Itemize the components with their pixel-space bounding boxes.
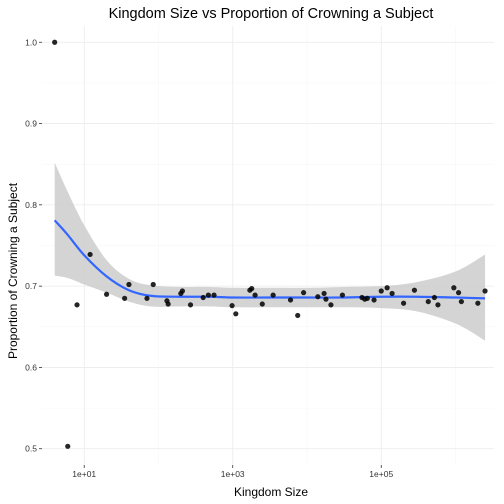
data-point xyxy=(122,295,128,301)
data-point xyxy=(475,300,481,306)
data-point xyxy=(400,300,407,306)
x-tick-label: 1e+01 xyxy=(72,469,96,479)
data-point xyxy=(259,301,265,307)
data-point xyxy=(249,285,255,292)
chart-title: Kingdom Size vs Proportion of Crowning a… xyxy=(109,6,434,22)
data-point xyxy=(323,296,329,302)
grid-lines xyxy=(42,26,494,465)
data-point xyxy=(87,251,93,258)
data-point xyxy=(339,292,346,298)
data-point xyxy=(233,311,239,317)
data-point xyxy=(321,290,327,297)
data-point xyxy=(328,302,334,308)
data-point xyxy=(179,288,186,294)
data-point xyxy=(455,290,462,296)
data-point xyxy=(384,285,390,291)
smooth-line xyxy=(53,219,486,300)
data-point xyxy=(364,295,370,301)
data-point xyxy=(74,302,80,308)
data-point xyxy=(165,301,171,307)
y-axis: 0.5 0.6 0.7 0.8 0.9 1.0 xyxy=(25,37,42,454)
data-point xyxy=(205,292,211,298)
data-point xyxy=(103,291,110,297)
data-point xyxy=(371,297,377,303)
data-point xyxy=(252,292,258,298)
data-point xyxy=(126,281,132,288)
data-point xyxy=(200,294,206,301)
data-point xyxy=(458,298,464,305)
y-tick-label: 0.5 xyxy=(25,444,37,454)
y-axis-title: Proportion of Crowning a Subject xyxy=(6,182,20,359)
data-point xyxy=(187,302,194,308)
data-point xyxy=(211,292,217,298)
y-tick-label: 0.6 xyxy=(25,362,37,372)
data-point xyxy=(451,285,457,291)
y-tick-label: 0.8 xyxy=(25,200,37,210)
x-axis: 1e+01 1e+03 1e+05 xyxy=(72,465,393,479)
data-point xyxy=(411,287,418,293)
data-point xyxy=(65,443,71,449)
data-point xyxy=(389,290,395,297)
x-tick-label: 1e+05 xyxy=(369,469,393,479)
data-point xyxy=(295,312,301,319)
data-point xyxy=(300,290,307,296)
smooth-trend xyxy=(53,219,486,300)
plot-panel xyxy=(42,26,494,465)
x-tick-label: 1e+03 xyxy=(221,469,245,479)
data-point xyxy=(482,288,488,294)
data-point xyxy=(425,298,431,305)
data-point xyxy=(431,294,438,301)
data-point xyxy=(378,288,384,294)
data-point xyxy=(52,39,58,45)
y-tick-label: 0.7 xyxy=(25,281,37,291)
y-tick-label: 0.9 xyxy=(25,119,37,129)
data-point xyxy=(435,302,441,308)
data-point xyxy=(270,292,276,298)
data-point xyxy=(315,294,321,300)
data-point xyxy=(144,295,150,301)
data-points xyxy=(52,39,488,449)
data-point xyxy=(229,303,235,309)
data-point xyxy=(150,281,156,288)
data-point xyxy=(287,297,294,303)
y-tick-label: 1.0 xyxy=(25,37,37,47)
x-axis-title: Kingdom Size xyxy=(234,485,308,499)
